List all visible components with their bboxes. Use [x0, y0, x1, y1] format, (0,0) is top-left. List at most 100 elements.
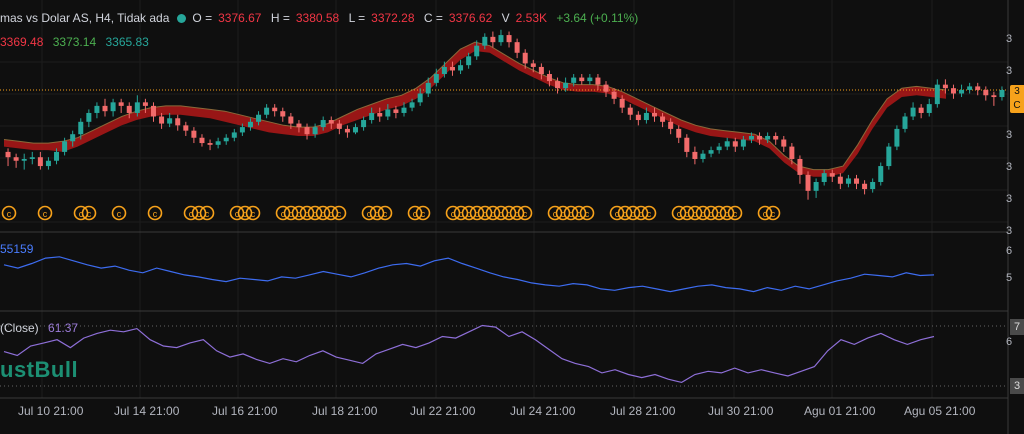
candle-body [425, 82, 431, 94]
event-marker-icon [501, 205, 517, 221]
candle-body [142, 102, 148, 106]
event-marker-icon [509, 205, 525, 221]
event-marker-glyph: c [7, 209, 12, 219]
candle-body [207, 143, 213, 145]
event-marker-icon [555, 205, 571, 221]
candle-body [336, 123, 342, 129]
event-marker-icon [307, 205, 323, 221]
candle-body [538, 66, 544, 75]
high-value: 3380.58 [295, 11, 340, 25]
event-marker-icon [727, 205, 743, 221]
event-marker-icon [687, 205, 703, 221]
candle-body [118, 102, 124, 106]
low-value: 3372.28 [371, 11, 415, 25]
event-marker-glyph: c [515, 209, 520, 219]
event-marker-icon [1, 205, 17, 221]
volume-label: V [501, 11, 510, 25]
indicator-value-1: 3369.48 [0, 35, 44, 49]
last-price-badge-line: 3 [1014, 86, 1020, 97]
candle-body [781, 139, 787, 147]
open-value: 3376.67 [218, 11, 262, 25]
candle-body [611, 91, 617, 99]
candle-body [466, 56, 472, 66]
event-marker-icon [237, 205, 253, 221]
candle-body [175, 118, 181, 126]
candle-body [37, 157, 43, 167]
x-axis-label: Jul 22 21:00 [410, 404, 476, 418]
candle-body [272, 107, 278, 112]
event-marker-glyph: c [725, 209, 730, 219]
candle-body [78, 121, 84, 135]
event-marker-glyph: c [631, 209, 636, 219]
event-marker-icon [671, 205, 687, 221]
candle-body [21, 158, 27, 161]
event-marker-glyph: c [153, 209, 158, 219]
event-marker-glyph: c [771, 209, 776, 219]
candle-body [748, 135, 754, 140]
x-axis-label: Jul 24 21:00 [510, 404, 576, 418]
candle-body [134, 102, 140, 113]
candle-body [546, 74, 552, 82]
candle-body [789, 146, 795, 159]
event-marker-icon [461, 205, 477, 221]
candle-body [999, 89, 1005, 98]
event-marker-glyph: c [197, 209, 202, 219]
x-axis-label: Jul 16 21:00 [212, 404, 278, 418]
event-marker-glyph: c [383, 209, 388, 219]
price-axis-tick: 3 [1006, 33, 1013, 45]
event-marker-icon [183, 205, 199, 221]
candle-body [813, 181, 819, 191]
volume-axis-tick: 6 [1006, 245, 1013, 257]
event-marker-glyph: c [475, 209, 480, 219]
event-marker-glyph: c [281, 209, 286, 219]
x-axis-label: Agu 05 21:00 [904, 404, 976, 418]
ohlc-legend: mas vs Dolar AS, H4, Tidak ada O = 3376.67… [0, 11, 644, 25]
candle-body [296, 123, 302, 128]
volume-value: 2.53K [515, 11, 548, 25]
candle-body [918, 107, 924, 113]
event-marker-icon [299, 205, 315, 221]
event-marker-icon [485, 205, 501, 221]
candle-body [417, 93, 423, 103]
event-marker-glyph: c [79, 209, 84, 219]
candle-body [54, 151, 60, 161]
x-axis-label: Jul 14 21:00 [114, 404, 180, 418]
candle-body [45, 160, 51, 167]
candle-body [159, 116, 165, 124]
event-marker-glyph: c [337, 209, 342, 219]
candle-body [328, 120, 334, 124]
candle-body [199, 137, 205, 144]
symbol-title: mas vs Dolar AS, H4, Tidak ada [0, 11, 170, 25]
event-marker-glyph: c [639, 209, 644, 219]
rsi-label: (Close) [0, 321, 39, 335]
event-marker-icon [493, 205, 509, 221]
change-value: +3.64 (+0.11%) [556, 11, 639, 25]
x-axis-label: Agu 01 21:00 [804, 404, 876, 418]
event-marker-icon [323, 205, 339, 221]
event-marker-icon [331, 205, 347, 221]
candle-body [506, 35, 512, 43]
event-marker-glyph: c [585, 209, 590, 219]
event-marker-glyph: c [507, 209, 512, 219]
event-marker-icon [191, 205, 207, 221]
event-marker-glyph: c [205, 209, 210, 219]
event-marker-icon [37, 205, 53, 221]
candle-body [668, 121, 674, 129]
event-marker-icon [361, 205, 377, 221]
candle-body [369, 112, 375, 121]
event-marker-glyph: c [251, 209, 256, 219]
x-axis-label: Jul 30 21:00 [708, 404, 774, 418]
candle-body [878, 166, 884, 182]
event-marker-glyph: c [717, 209, 722, 219]
candle-body [886, 146, 892, 167]
price-axis-tick: 3 [1006, 161, 1013, 173]
candle-body [377, 112, 383, 117]
event-marker-glyph: c [117, 209, 122, 219]
candle-body [280, 111, 286, 117]
candle-body [94, 105, 100, 113]
candle-body [231, 132, 237, 138]
candle-body [708, 150, 714, 154]
candle-body [482, 36, 488, 46]
event-marker-icon [275, 205, 291, 221]
